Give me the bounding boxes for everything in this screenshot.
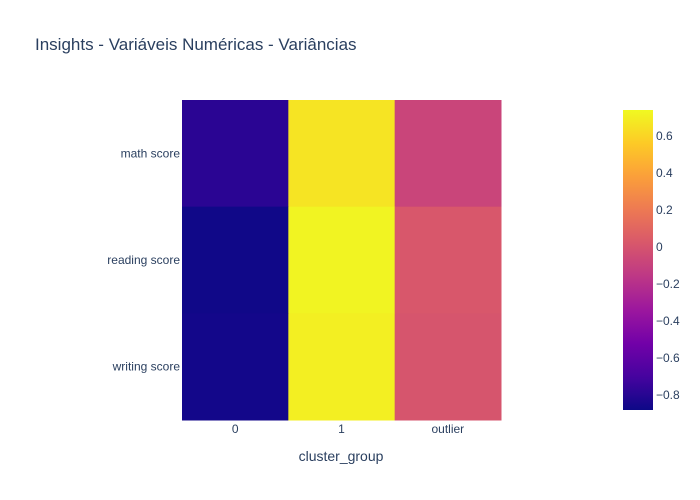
colorbar-tick-label: −0.4 — [656, 314, 680, 328]
x-tick-label: 0 — [232, 422, 239, 436]
colorbar-tick-label: 0 — [656, 240, 663, 254]
colorbar: −0.8 −0.6 −0.4 −0.2 0 0.2 0.4 0.6 — [623, 110, 680, 410]
heatmap-cell — [288, 100, 396, 208]
x-tick-label: 1 — [338, 422, 345, 436]
colorbar-tick-label: −0.2 — [656, 277, 680, 291]
heatmap-cell — [288, 313, 396, 421]
x-axis-tick-labels: 0 1 outlier — [232, 422, 464, 436]
heatmap-cell — [182, 100, 289, 208]
colorbar-tick-label: −0.6 — [656, 351, 680, 365]
heatmap-cell — [394, 313, 502, 421]
colorbar-tick-label: 0.2 — [656, 203, 673, 217]
colorbar-tick-label: 0.4 — [656, 166, 673, 180]
heatmap-cells — [182, 100, 502, 421]
chart-title: Insights - Variáveis Numéricas - Variânc… — [35, 35, 357, 54]
heatmap-cell — [394, 100, 502, 208]
colorbar-tick-labels: −0.8 −0.6 −0.4 −0.2 0 0.2 0.4 0.6 — [656, 129, 680, 402]
x-axis-title: cluster_group — [299, 448, 384, 464]
heatmap-cell — [394, 206, 502, 314]
y-tick-label: reading score — [107, 253, 180, 267]
heatmap-cell — [182, 206, 289, 314]
colorbar-tick-label: −0.8 — [656, 388, 680, 402]
colorbar-tick-label: 0.6 — [656, 129, 673, 143]
y-tick-label: math score — [121, 146, 181, 160]
heatmap-cell — [182, 313, 289, 421]
colorbar-gradient — [623, 110, 653, 410]
y-axis-tick-labels: math score reading score writing score — [107, 146, 180, 373]
x-tick-label: outlier — [431, 422, 464, 436]
heatmap-cell — [288, 206, 396, 314]
y-tick-label: writing score — [112, 360, 181, 374]
